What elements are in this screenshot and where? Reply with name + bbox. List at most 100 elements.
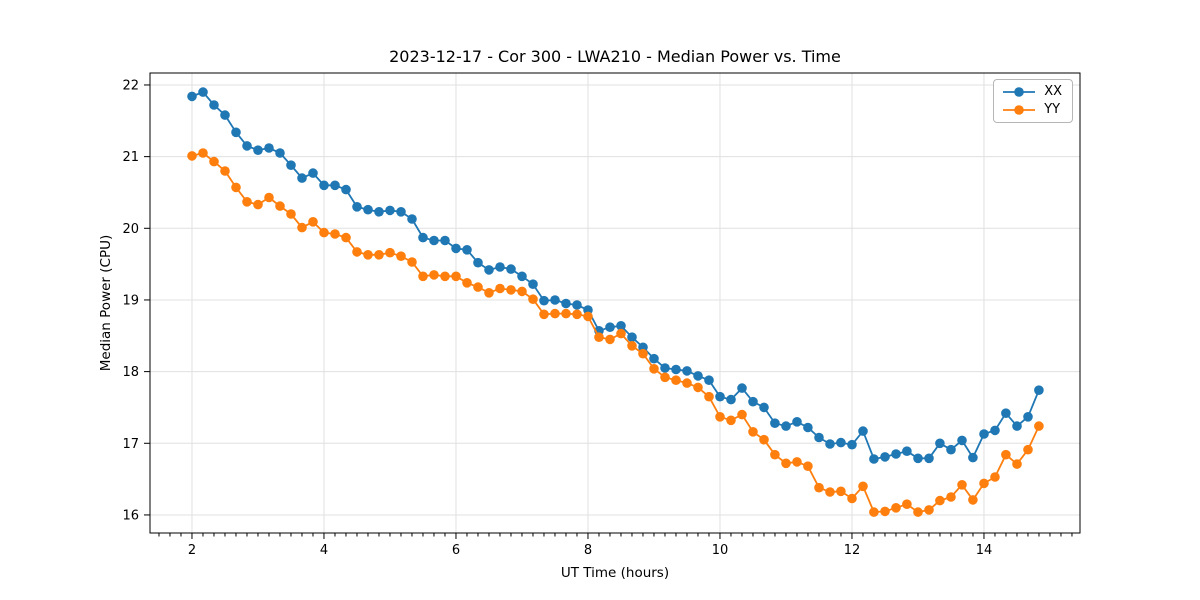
data-point	[264, 192, 274, 203]
data-point	[792, 457, 802, 467]
data-point	[946, 444, 956, 455]
data-point	[649, 364, 659, 374]
data-point	[869, 454, 879, 464]
data-point	[330, 180, 340, 191]
data-point	[407, 214, 417, 224]
data-point	[231, 127, 241, 138]
data-point	[704, 375, 714, 386]
data-point	[770, 449, 780, 460]
data-point	[825, 439, 835, 449]
data-point	[220, 166, 230, 176]
data-point	[803, 461, 813, 472]
data-point	[616, 328, 626, 339]
data-point	[561, 308, 571, 319]
data-point	[880, 506, 890, 517]
data-point	[847, 493, 857, 504]
data-point	[550, 308, 560, 319]
data-point	[627, 332, 637, 343]
data-point	[638, 348, 648, 359]
data-point	[682, 378, 692, 388]
data-point	[297, 222, 307, 233]
x-tick-label: 12	[844, 543, 861, 558]
data-point	[814, 432, 824, 443]
data-point	[352, 202, 362, 212]
data-point	[979, 478, 989, 489]
data-point	[858, 481, 868, 492]
data-point	[242, 141, 252, 151]
data-point	[1012, 421, 1022, 431]
legend-label: YY	[1044, 102, 1061, 117]
data-point	[308, 217, 318, 227]
data-point	[374, 207, 384, 217]
data-point	[550, 295, 560, 305]
data-point	[286, 209, 296, 219]
data-point	[726, 394, 736, 405]
data-point	[341, 184, 351, 195]
data-point	[880, 452, 890, 462]
data-point	[803, 422, 813, 433]
data-point	[572, 309, 582, 320]
data-point	[253, 145, 263, 155]
data-point	[473, 257, 483, 268]
data-point	[484, 288, 494, 298]
data-point	[616, 321, 626, 331]
data-point	[220, 110, 230, 120]
data-point	[957, 480, 967, 490]
data-point	[836, 437, 846, 448]
x-tick-label: 2	[188, 543, 196, 558]
data-point	[374, 250, 384, 260]
data-point	[539, 309, 549, 320]
data-point	[814, 482, 824, 493]
y-tick-label: 20	[122, 222, 139, 237]
tick-labels: 2 4 6 8 10 12 14 16 17 18 19 20 21 22	[122, 78, 992, 558]
data-point	[1034, 385, 1044, 396]
data-point	[902, 446, 912, 457]
data-point	[462, 245, 472, 255]
data-point	[858, 426, 868, 436]
data-point	[770, 418, 780, 429]
data-point	[715, 412, 725, 422]
data-point	[924, 505, 934, 515]
legend-marker-icon	[1003, 87, 1036, 97]
data-point	[583, 311, 593, 322]
data-point	[517, 271, 527, 282]
data-point	[528, 294, 538, 305]
data-point	[231, 182, 241, 193]
legend-label: XX	[1044, 84, 1062, 99]
data-point	[253, 199, 263, 210]
data-point	[726, 415, 736, 426]
data-point	[935, 495, 945, 506]
data-point	[407, 257, 417, 267]
data-point	[671, 375, 681, 386]
data-point	[605, 334, 615, 345]
data-point	[187, 151, 197, 161]
legend-item-yy: YY	[1002, 103, 1062, 117]
data-point	[275, 201, 285, 211]
data-point	[341, 232, 351, 243]
y-tick-label: 22	[122, 78, 139, 93]
data-point	[737, 383, 747, 393]
data-point	[660, 372, 670, 383]
x-tick-label: 14	[976, 543, 993, 558]
data-point	[748, 396, 758, 407]
y-axis-label: Median Power (CPU)	[98, 235, 114, 371]
data-point	[187, 91, 197, 102]
data-point	[781, 458, 791, 469]
data-point	[649, 353, 659, 364]
data-point	[473, 282, 483, 292]
data-point	[759, 402, 769, 413]
data-point	[506, 264, 516, 274]
data-point	[968, 495, 978, 505]
data-point	[693, 382, 703, 393]
data-point	[792, 417, 802, 427]
data-point	[660, 363, 670, 373]
data-point	[352, 247, 362, 257]
data-point	[429, 270, 439, 280]
data-point	[935, 438, 945, 449]
data-point	[902, 499, 912, 510]
data-point	[682, 366, 692, 376]
data-point	[495, 262, 505, 272]
data-point	[979, 429, 989, 439]
